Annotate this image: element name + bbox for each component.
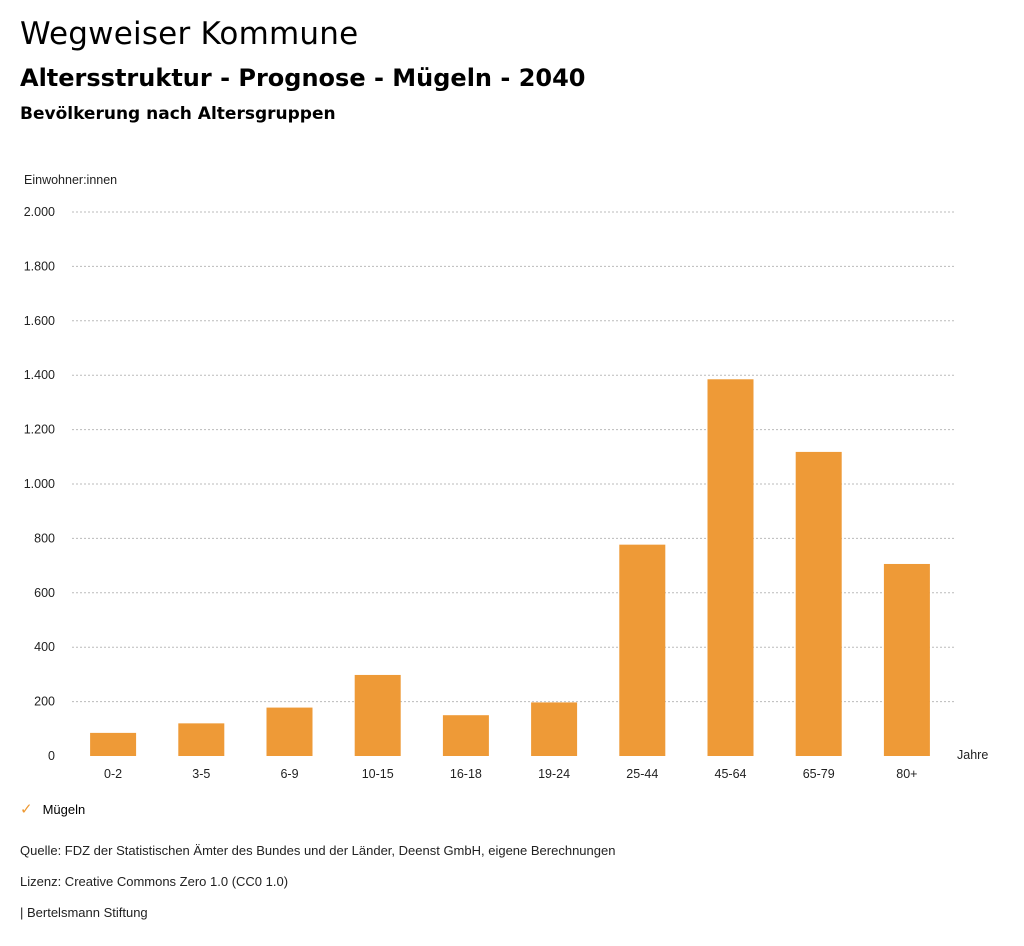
bar-80+[interactable] — [883, 563, 930, 756]
bar-25-44[interactable] — [619, 544, 666, 756]
chart-title: Bevölkerung nach Altersgruppen — [20, 104, 336, 124]
x-tick-label: 0-2 — [104, 767, 122, 781]
gridlines — [72, 211, 954, 703]
bar-45-64[interactable] — [707, 379, 754, 756]
y-tick-label: 1.800 — [24, 259, 55, 273]
chart-subtitle: Altersstruktur - Prognose - Mügeln - 204… — [20, 64, 586, 92]
bar-0-2[interactable] — [90, 732, 137, 756]
y-tick-label: 1.400 — [24, 368, 55, 382]
x-tick-label: 80+ — [896, 767, 917, 781]
page-title: Wegweiser Kommune — [20, 16, 359, 52]
x-axis: 0-2 3-5 6-9 10-15 16-18 19-24 25-44 45-64 65-79 8… — [104, 767, 917, 781]
y-tick-label: 0 — [48, 749, 55, 763]
bar-10-15[interactable] — [354, 674, 401, 756]
y-tick-label: 1.000 — [24, 477, 55, 491]
bar-6-9[interactable] — [266, 707, 313, 756]
y-tick-label: 800 — [34, 531, 55, 545]
check-icon[interactable]: ✓ — [20, 801, 33, 818]
y-tick-label: 1.600 — [24, 314, 55, 328]
y-tick-label: 200 — [34, 695, 55, 709]
bar-chart: Einwohner:innen Jahre 0 200 400 600 800 1.000… — [24, 173, 989, 781]
y-tick-label: 400 — [34, 640, 55, 654]
publisher-note: | Bertelsmann Stiftung — [20, 905, 148, 920]
bar-3-5[interactable] — [178, 723, 225, 756]
legend-label-mugeln: Mügeln — [42, 802, 86, 817]
bar-65-79[interactable] — [795, 451, 842, 756]
x-tick-label: 16-18 — [450, 767, 482, 781]
x-axis-label: Jahre — [957, 748, 988, 762]
x-tick-label: 10-15 — [362, 767, 394, 781]
bar-16-18[interactable] — [442, 715, 489, 756]
x-tick-label: 6-9 — [280, 767, 298, 781]
license-note: Lizenz: Creative Commons Zero 1.0 (CC0 1… — [20, 874, 289, 889]
x-tick-label: 65-79 — [803, 767, 835, 781]
y-tick-label: 600 — [34, 586, 55, 600]
x-tick-label: 19-24 — [538, 767, 570, 781]
y-tick-label: 2.000 — [24, 205, 55, 219]
x-tick-label: 3-5 — [192, 767, 210, 781]
x-tick-label: 25-44 — [626, 767, 658, 781]
legend[interactable]: ✓ Mügeln — [20, 802, 85, 817]
y-tick-label: 1.200 — [24, 423, 55, 437]
y-axis: 0 200 400 600 800 1.000 1.200 1.400 1.600 1.800 2.… — [24, 205, 55, 763]
y-axis-label: Einwohner:innen — [24, 173, 117, 187]
x-tick-label: 45-64 — [715, 767, 747, 781]
bars[interactable] — [90, 379, 930, 756]
source-note: Quelle: FDZ der Statistischen Ämter des … — [20, 843, 616, 858]
bar-19-24[interactable] — [531, 702, 578, 756]
